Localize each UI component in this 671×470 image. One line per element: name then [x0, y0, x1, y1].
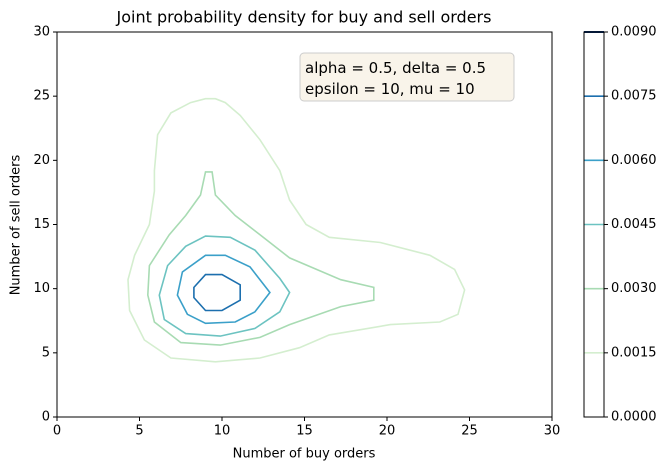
y-tick-label: 30 — [33, 25, 50, 40]
colorbar-tick-label: 0.0075 — [611, 89, 657, 104]
contour-line — [127, 97, 466, 363]
x-tick-label: 5 — [135, 424, 143, 439]
y-tick-label: 20 — [33, 153, 50, 168]
y-tick-label: 25 — [33, 89, 50, 104]
plot-frame — [56, 31, 553, 418]
colorbar-tick-label: 0.0000 — [611, 410, 657, 425]
annotation: alpha = 0.5, delta = 0.5 — [305, 59, 486, 77]
contour-line — [193, 273, 241, 312]
x-tick-label: 10 — [214, 424, 231, 439]
contour-line — [146, 171, 375, 346]
colorbar-tick-label: 0.0030 — [611, 281, 657, 296]
annotation-box — [299, 52, 515, 102]
x-axis-label: Number of buy orders — [233, 447, 376, 462]
x-tick-label: 20 — [379, 424, 396, 439]
contour-line — [158, 235, 291, 337]
colorbar-tick-label: 0.0015 — [611, 345, 657, 360]
annotation: epsilon = 10, mu = 10 — [305, 80, 475, 98]
x-tick-label: 0 — [53, 424, 61, 439]
x-tick-label: 15 — [296, 424, 313, 439]
colorbar-tick-label: 0.0060 — [611, 153, 657, 168]
colorbar-tick-label: 0.0090 — [611, 25, 657, 40]
y-tick-label: 10 — [33, 281, 50, 296]
x-tick-label: 25 — [461, 424, 478, 439]
y-tick-label: 5 — [42, 345, 50, 360]
y-tick-label: 15 — [33, 217, 50, 232]
y-axis-label: Number of sell orders — [9, 154, 24, 295]
contour-line — [176, 254, 271, 325]
colorbar-tick-label: 0.0045 — [611, 217, 657, 232]
chart-title: Joint probability density for buy and se… — [116, 8, 492, 27]
x-tick-label: 30 — [544, 424, 561, 439]
y-tick-label: 0 — [42, 410, 50, 425]
